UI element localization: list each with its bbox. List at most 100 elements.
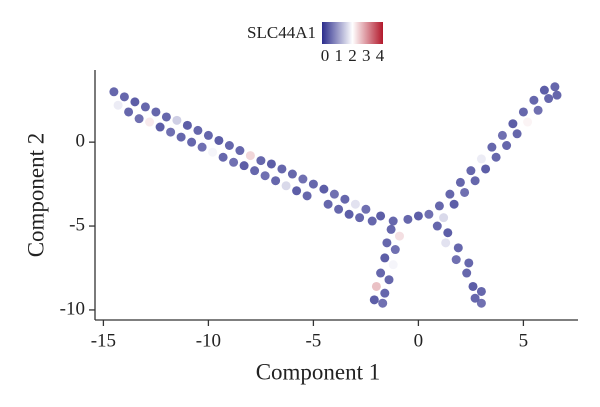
- point: [369, 295, 379, 305]
- point: [466, 166, 476, 176]
- colorbar-tick-label: 1: [335, 46, 344, 65]
- point: [281, 181, 291, 191]
- x-tick-label: 0: [414, 330, 424, 351]
- point: [508, 119, 518, 129]
- point: [491, 152, 501, 162]
- point: [271, 176, 281, 186]
- point: [468, 281, 478, 291]
- point: [208, 147, 218, 157]
- point: [376, 211, 386, 221]
- x-axis-title: Component 1: [256, 359, 381, 384]
- point: [371, 281, 381, 291]
- point: [193, 125, 203, 135]
- point: [476, 154, 486, 164]
- point: [453, 243, 463, 253]
- y-tick-label: -5: [69, 214, 85, 235]
- point: [197, 142, 207, 152]
- point: [176, 132, 186, 142]
- point: [298, 174, 308, 184]
- point: [455, 177, 465, 187]
- point: [239, 161, 249, 171]
- point: [145, 117, 155, 127]
- point: [224, 141, 234, 151]
- point: [313, 194, 323, 204]
- colorbar: [322, 22, 383, 44]
- point: [266, 159, 276, 169]
- point: [376, 268, 386, 278]
- colorbar-tick-label: 3: [362, 46, 371, 65]
- y-tick-label: 0: [76, 131, 86, 152]
- x-tick-label: 5: [519, 330, 529, 351]
- point: [544, 94, 554, 104]
- point: [550, 82, 560, 92]
- colorbar-tick-label: 0: [321, 46, 330, 65]
- point: [539, 85, 549, 95]
- point: [395, 231, 404, 241]
- point: [434, 201, 444, 211]
- point: [308, 179, 318, 189]
- point: [529, 95, 539, 105]
- point: [388, 216, 398, 226]
- point: [344, 209, 354, 219]
- point: [260, 171, 270, 181]
- point: [172, 115, 182, 125]
- colorbar-tick-label: 4: [376, 46, 385, 65]
- point: [439, 213, 449, 223]
- point: [445, 189, 455, 199]
- point: [161, 112, 171, 122]
- point: [140, 102, 150, 112]
- point: [403, 214, 413, 224]
- point: [329, 189, 339, 199]
- point: [319, 184, 329, 194]
- point: [443, 228, 453, 238]
- point: [518, 107, 528, 117]
- point: [218, 152, 228, 162]
- point: [229, 157, 239, 167]
- point: [235, 146, 245, 156]
- point: [464, 258, 474, 268]
- point: [481, 164, 491, 174]
- point: [451, 255, 461, 265]
- point: [390, 245, 400, 255]
- point: [302, 191, 312, 201]
- point: [334, 204, 344, 214]
- point: [474, 271, 484, 281]
- point: [113, 100, 123, 110]
- point: [512, 129, 522, 139]
- point: [441, 238, 451, 248]
- point: [460, 187, 470, 197]
- point: [470, 293, 480, 303]
- point: [340, 194, 350, 204]
- point: [350, 199, 360, 209]
- point: [256, 156, 266, 166]
- point: [502, 141, 512, 151]
- point: [462, 268, 472, 278]
- x-tick-label: -15: [91, 330, 116, 351]
- point: [250, 166, 260, 176]
- point: [432, 221, 442, 231]
- x-tick-label: -10: [196, 330, 221, 351]
- point: [382, 238, 392, 248]
- point: [380, 288, 390, 298]
- point: [287, 169, 297, 179]
- point: [134, 114, 144, 124]
- point: [533, 105, 543, 115]
- point: [323, 199, 333, 209]
- x-tick-label: -5: [305, 330, 321, 351]
- point: [552, 90, 562, 100]
- point: [384, 275, 394, 285]
- point: [182, 120, 192, 130]
- point: [449, 199, 459, 209]
- point: [386, 224, 396, 234]
- colorbar-tick-label: 2: [348, 46, 357, 65]
- point: [151, 107, 161, 117]
- point: [203, 130, 213, 140]
- point: [245, 151, 255, 161]
- y-axis-title: Component 2: [23, 133, 48, 258]
- point: [124, 107, 134, 117]
- point: [378, 298, 388, 308]
- point: [497, 130, 507, 140]
- point: [292, 186, 302, 196]
- point: [367, 216, 377, 226]
